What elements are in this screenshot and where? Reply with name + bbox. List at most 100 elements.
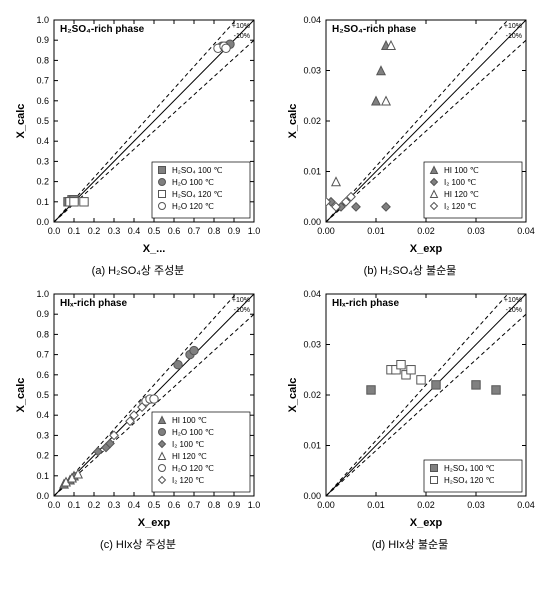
- svg-text:H₂SO₄ 120 ℃: H₂SO₄ 120 ℃: [444, 476, 495, 485]
- svg-text:X_exp: X_exp: [410, 517, 443, 529]
- chart-b: 0.000.000.010.010.020.020.030.030.040.04…: [284, 8, 536, 258]
- svg-text:X_calc: X_calc: [287, 104, 299, 139]
- svg-text:H₂SO₄ 120 ℃: H₂SO₄ 120 ℃: [172, 190, 223, 199]
- svg-text:+10%: +10%: [504, 23, 522, 30]
- svg-text:0.01: 0.01: [303, 441, 321, 451]
- svg-text:0.03: 0.03: [467, 226, 485, 236]
- svg-text:0.9: 0.9: [228, 500, 241, 510]
- svg-text:0.8: 0.8: [208, 226, 221, 236]
- svg-text:0.00: 0.00: [317, 226, 335, 236]
- svg-text:0.02: 0.02: [303, 116, 321, 126]
- svg-text:X_exp: X_exp: [138, 517, 171, 529]
- svg-text:0.01: 0.01: [303, 167, 321, 177]
- svg-text:0.7: 0.7: [36, 76, 49, 86]
- svg-text:H₂O 120 ℃: H₂O 120 ℃: [172, 202, 214, 211]
- svg-text:0.9: 0.9: [36, 309, 49, 319]
- svg-text:0.01: 0.01: [367, 500, 385, 510]
- caption-c: (c) HIx상 주성분: [100, 536, 176, 552]
- caption-d: (d) HIx상 불순물: [372, 536, 449, 552]
- svg-text:0.00: 0.00: [303, 491, 321, 501]
- svg-text:X_calc: X_calc: [287, 378, 299, 413]
- svg-text:0.4: 0.4: [36, 410, 49, 420]
- svg-text:+10%: +10%: [232, 23, 250, 30]
- svg-text:H₂SO₄-rich phase: H₂SO₄-rich phase: [332, 24, 417, 35]
- svg-text:0.02: 0.02: [417, 226, 435, 236]
- svg-text:1.0: 1.0: [248, 500, 261, 510]
- svg-text:0.3: 0.3: [36, 156, 49, 166]
- svg-text:H₂SO₄-rich phase: H₂SO₄-rich phase: [60, 24, 145, 35]
- svg-text:0.1: 0.1: [68, 500, 81, 510]
- svg-text:0.04: 0.04: [303, 289, 321, 299]
- svg-text:0.5: 0.5: [36, 116, 49, 126]
- svg-text:HI 100 ℃: HI 100 ℃: [172, 416, 207, 425]
- svg-text:0.0: 0.0: [48, 500, 61, 510]
- svg-text:0.1: 0.1: [68, 226, 81, 236]
- svg-text:I₂ 120 ℃: I₂ 120 ℃: [444, 202, 476, 211]
- svg-text:0.8: 0.8: [36, 55, 49, 65]
- svg-text:0.8: 0.8: [36, 329, 49, 339]
- svg-text:-10%: -10%: [234, 33, 250, 40]
- svg-text:0.3: 0.3: [36, 430, 49, 440]
- svg-text:H₂O 120 ℃: H₂O 120 ℃: [172, 464, 214, 473]
- panel-b: 0.000.000.010.010.020.020.030.030.040.04…: [280, 8, 540, 278]
- svg-text:HIₓ-rich phase: HIₓ-rich phase: [60, 298, 127, 309]
- svg-text:0.4: 0.4: [128, 500, 141, 510]
- svg-text:0.2: 0.2: [88, 226, 101, 236]
- svg-text:0.9: 0.9: [228, 226, 241, 236]
- svg-text:X_calc: X_calc: [15, 104, 27, 139]
- svg-text:-10%: -10%: [506, 307, 522, 314]
- caption-a: (a) H₂SO₄상 주성분: [92, 262, 185, 278]
- svg-text:0.00: 0.00: [317, 500, 335, 510]
- svg-text:+10%: +10%: [232, 297, 250, 304]
- svg-text:0.5: 0.5: [148, 226, 161, 236]
- svg-text:0.2: 0.2: [88, 500, 101, 510]
- panel-c: 0.00.00.10.10.20.20.30.30.40.40.50.50.60…: [8, 282, 268, 552]
- svg-text:0.6: 0.6: [36, 96, 49, 106]
- svg-text:0.0: 0.0: [48, 226, 61, 236]
- svg-text:0.04: 0.04: [303, 15, 321, 25]
- svg-text:X_calc: X_calc: [15, 378, 27, 413]
- svg-text:-10%: -10%: [234, 307, 250, 314]
- svg-text:HI 100 ℃: HI 100 ℃: [444, 166, 479, 175]
- svg-text:0.3: 0.3: [108, 226, 121, 236]
- svg-text:0.7: 0.7: [188, 226, 201, 236]
- svg-text:0.3: 0.3: [108, 500, 121, 510]
- svg-text:0.2: 0.2: [36, 177, 49, 187]
- svg-text:0.9: 0.9: [36, 35, 49, 45]
- svg-text:0.02: 0.02: [417, 500, 435, 510]
- chart-c: 0.00.00.10.10.20.20.30.30.40.40.50.50.60…: [12, 282, 264, 532]
- svg-text:0.4: 0.4: [36, 136, 49, 146]
- svg-text:0.0: 0.0: [36, 491, 49, 501]
- svg-text:H₂O 100 ℃: H₂O 100 ℃: [172, 178, 214, 187]
- svg-text:0.0: 0.0: [36, 217, 49, 227]
- svg-text:H₂O 100 ℃: H₂O 100 ℃: [172, 428, 214, 437]
- svg-text:HIₓ-rich phase: HIₓ-rich phase: [332, 298, 399, 309]
- svg-text:HI 120 ℃: HI 120 ℃: [172, 452, 207, 461]
- svg-text:+10%: +10%: [504, 297, 522, 304]
- panel-a: 0.00.0 0.1 0.1 0.2 0.2 0.3 0.3 0.4 0.4 0.5 0.5 0.6 0…: [8, 8, 268, 278]
- svg-text:I₂ 120 ℃: I₂ 120 ℃: [172, 476, 204, 485]
- caption-b: (b) H₂SO₄상 불순물: [364, 262, 457, 278]
- svg-text:1.0: 1.0: [36, 289, 49, 299]
- svg-text:0.8: 0.8: [208, 500, 221, 510]
- svg-text:0.1: 0.1: [36, 197, 49, 207]
- svg-text:X_exp: X_exp: [410, 243, 443, 255]
- svg-text:0.7: 0.7: [36, 350, 49, 360]
- svg-text:0.2: 0.2: [36, 451, 49, 461]
- svg-text:0.03: 0.03: [467, 500, 485, 510]
- svg-text:0.4: 0.4: [128, 226, 141, 236]
- svg-text:-10%: -10%: [506, 33, 522, 40]
- svg-text:I₂ 100 ℃: I₂ 100 ℃: [444, 178, 476, 187]
- svg-text:0.6: 0.6: [168, 500, 181, 510]
- panels-grid: 0.00.00.10.10.20.20.30.30.40.40.50.50.60…: [8, 8, 540, 552]
- svg-text:X_...: X_...: [143, 243, 166, 255]
- svg-text:0.5: 0.5: [36, 390, 49, 400]
- svg-text:0.02: 0.02: [303, 390, 321, 400]
- panel-d: 0.000.000.010.010.020.020.030.030.040.04…: [280, 282, 540, 552]
- chart-a: 0.00.0 0.1 0.1 0.2 0.2 0.3 0.3 0.4 0.4 0.5 0.5 0.6 0…: [12, 8, 264, 258]
- svg-text:0.5: 0.5: [148, 500, 161, 510]
- svg-text:0.7: 0.7: [188, 500, 201, 510]
- svg-text:0.03: 0.03: [303, 340, 321, 350]
- svg-text:0.01: 0.01: [367, 226, 385, 236]
- svg-text:H₂SO₄ 100 ℃: H₂SO₄ 100 ℃: [444, 464, 495, 473]
